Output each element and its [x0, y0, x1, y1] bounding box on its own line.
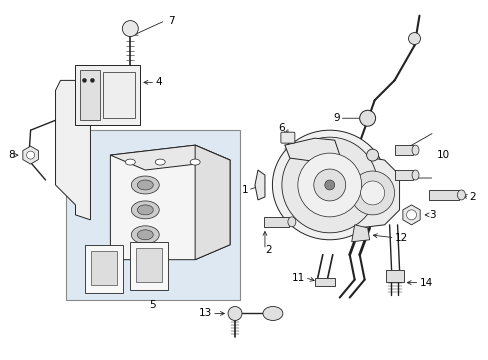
Text: 10: 10 — [436, 150, 448, 160]
Text: 6: 6 — [278, 123, 285, 133]
Circle shape — [324, 180, 334, 190]
Circle shape — [26, 151, 35, 159]
Circle shape — [407, 32, 420, 45]
Text: 14: 14 — [419, 278, 432, 288]
Text: 11: 11 — [291, 273, 304, 283]
Bar — [75, 66, 140, 125]
Bar — [103, 72, 135, 118]
Ellipse shape — [411, 145, 418, 155]
Ellipse shape — [456, 190, 465, 200]
Polygon shape — [110, 145, 229, 260]
Circle shape — [82, 78, 86, 82]
Text: 2: 2 — [468, 192, 475, 202]
Bar — [385, 270, 403, 282]
Text: 9: 9 — [332, 113, 339, 123]
Polygon shape — [285, 138, 339, 162]
Ellipse shape — [137, 230, 153, 240]
Ellipse shape — [131, 201, 159, 219]
Bar — [394, 145, 412, 155]
Circle shape — [359, 110, 375, 126]
Text: 12: 12 — [394, 233, 407, 243]
Polygon shape — [254, 170, 264, 200]
Text: 13: 13 — [199, 309, 212, 319]
Bar — [85, 245, 123, 293]
Bar — [130, 242, 168, 289]
Ellipse shape — [131, 226, 159, 244]
Text: 7: 7 — [168, 15, 175, 26]
Circle shape — [313, 169, 345, 201]
Bar — [81, 71, 100, 120]
Bar — [264, 217, 288, 227]
FancyBboxPatch shape — [280, 132, 294, 143]
Text: 2: 2 — [264, 245, 271, 255]
Circle shape — [366, 149, 378, 161]
Ellipse shape — [137, 180, 153, 190]
Polygon shape — [351, 225, 369, 242]
Circle shape — [227, 306, 242, 320]
Ellipse shape — [125, 159, 135, 165]
Ellipse shape — [411, 170, 418, 180]
Bar — [314, 278, 334, 285]
Polygon shape — [195, 145, 229, 260]
Polygon shape — [56, 80, 90, 220]
Bar — [65, 130, 240, 300]
Ellipse shape — [131, 176, 159, 194]
Bar — [136, 248, 162, 282]
Circle shape — [281, 137, 377, 233]
Ellipse shape — [190, 159, 200, 165]
Text: 8: 8 — [8, 150, 15, 160]
Bar — [428, 190, 458, 200]
Circle shape — [360, 181, 384, 205]
Ellipse shape — [263, 306, 283, 320]
Ellipse shape — [155, 159, 165, 165]
Text: 4: 4 — [155, 77, 162, 87]
Ellipse shape — [287, 217, 295, 227]
Circle shape — [350, 171, 394, 215]
Circle shape — [297, 153, 361, 217]
Bar — [394, 170, 412, 180]
Text: 5: 5 — [149, 300, 155, 310]
Circle shape — [406, 210, 416, 220]
Text: 3: 3 — [428, 210, 435, 220]
Ellipse shape — [137, 205, 153, 215]
Polygon shape — [110, 145, 229, 170]
Ellipse shape — [272, 130, 386, 240]
Polygon shape — [339, 155, 399, 228]
Circle shape — [90, 78, 94, 82]
Circle shape — [122, 21, 138, 37]
Bar — [91, 251, 117, 285]
Text: 1: 1 — [241, 185, 247, 195]
